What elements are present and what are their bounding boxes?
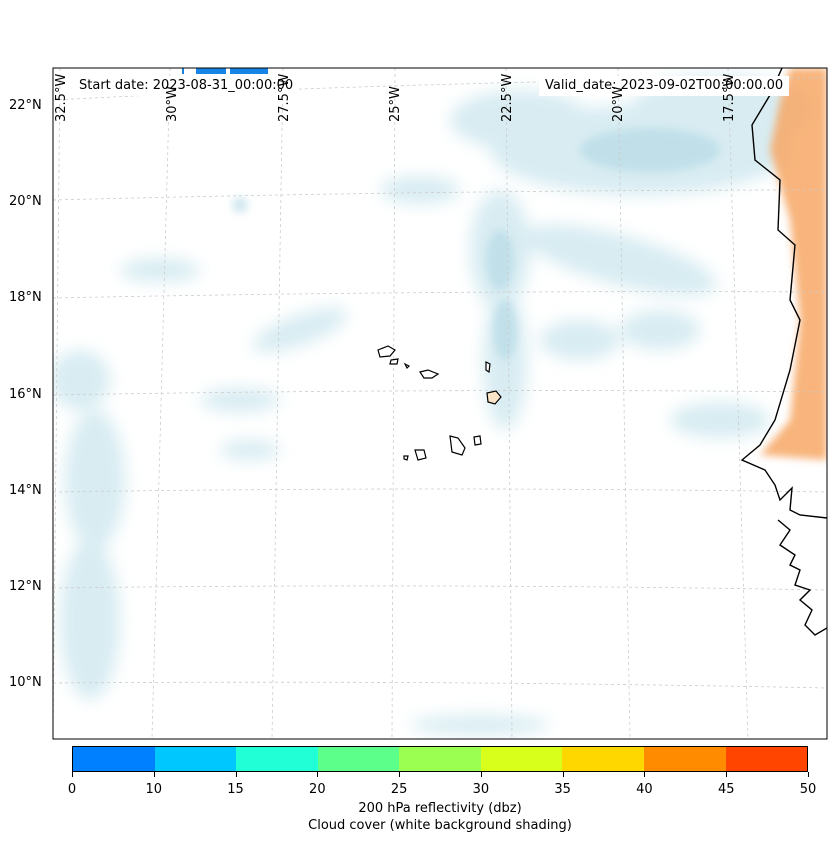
- reflectivity-cells: [182, 68, 268, 74]
- lon-label-27-5w: 27.5°W: [277, 73, 292, 122]
- start-date-label: Start date: 2023-08-31_00:00:00: [73, 76, 300, 96]
- colorbar-tick-label: 40: [636, 782, 653, 797]
- lon-label-32-5w: 32.5°W: [54, 73, 69, 122]
- cape-verde-islands: [377, 345, 502, 461]
- colorbar-tick-label: 45: [717, 782, 735, 797]
- colorbar-tick-label: 25: [390, 782, 408, 797]
- colorbar-tick-label: 50: [799, 782, 817, 797]
- lon-label-17-5w: 17.5°W: [722, 73, 737, 122]
- colorbar-tick-mark: [153, 772, 155, 777]
- africa-coastline: [740, 68, 827, 636]
- colorbar-tick-label: 35: [554, 782, 571, 797]
- lat-label-22n: 22°N: [9, 98, 42, 113]
- valid-date-label: Valid_date: 2023-09-02T00:00:00.00: [539, 76, 790, 96]
- colorbar-segment-6: [562, 747, 644, 771]
- lat-label-12n: 12°N: [9, 579, 42, 594]
- colorbar-tick-mark: [399, 772, 401, 777]
- lon-label-22-5w: 22.5°W: [500, 73, 515, 122]
- colorbar-segment-8: [725, 747, 808, 771]
- lat-label-10n: 10°N: [9, 675, 42, 690]
- colorbar-tick-label: 10: [145, 782, 163, 797]
- colorbar-tick-mark: [235, 772, 237, 777]
- cloud-cover-dense: [232, 128, 720, 360]
- colorbar-tick-mark: [726, 772, 728, 777]
- colorbar: [72, 746, 808, 772]
- colorbar-segment-0: [73, 747, 155, 771]
- lat-label-20n: 20°N: [9, 194, 42, 209]
- reflectivity-shading: [760, 68, 827, 460]
- colorbar-tick-mark: [317, 772, 319, 777]
- colorbar-tick-label: 0: [67, 782, 77, 797]
- colorbar-tick-label: 15: [227, 782, 244, 797]
- colorbar-segment-4: [399, 747, 481, 771]
- colorbar-segment-5: [480, 747, 563, 771]
- lon-label-30w: 30°W: [165, 86, 180, 122]
- lon-label-25w: 25°W: [388, 86, 403, 122]
- colorbar-tick-label: 30: [472, 782, 490, 797]
- lon-label-20w: 20°W: [611, 86, 626, 122]
- map-frame: [52, 67, 828, 740]
- colorbar-tick-mark: [72, 772, 73, 777]
- colorbar-label: 200 hPa reflectivity (dbz): [358, 801, 522, 816]
- lat-label-18n: 18°N: [9, 290, 42, 305]
- lat-label-14n: 14°N: [9, 483, 42, 498]
- colorbar-segment-3: [317, 747, 400, 771]
- lat-label-16n: 16°N: [9, 387, 42, 402]
- colorbar-sublabel: Cloud cover (white background shading): [308, 818, 572, 833]
- colorbar-segment-7: [643, 747, 726, 771]
- colorbar-segment-2: [236, 747, 318, 771]
- colorbar-tick-mark: [480, 772, 482, 777]
- colorbar-tick-label: 20: [309, 782, 326, 797]
- colorbar-tick-mark: [562, 772, 564, 777]
- colorbar-tick-mark: [808, 772, 809, 777]
- colorbar-segment-1: [154, 747, 237, 771]
- colorbar-tick-mark: [644, 772, 646, 777]
